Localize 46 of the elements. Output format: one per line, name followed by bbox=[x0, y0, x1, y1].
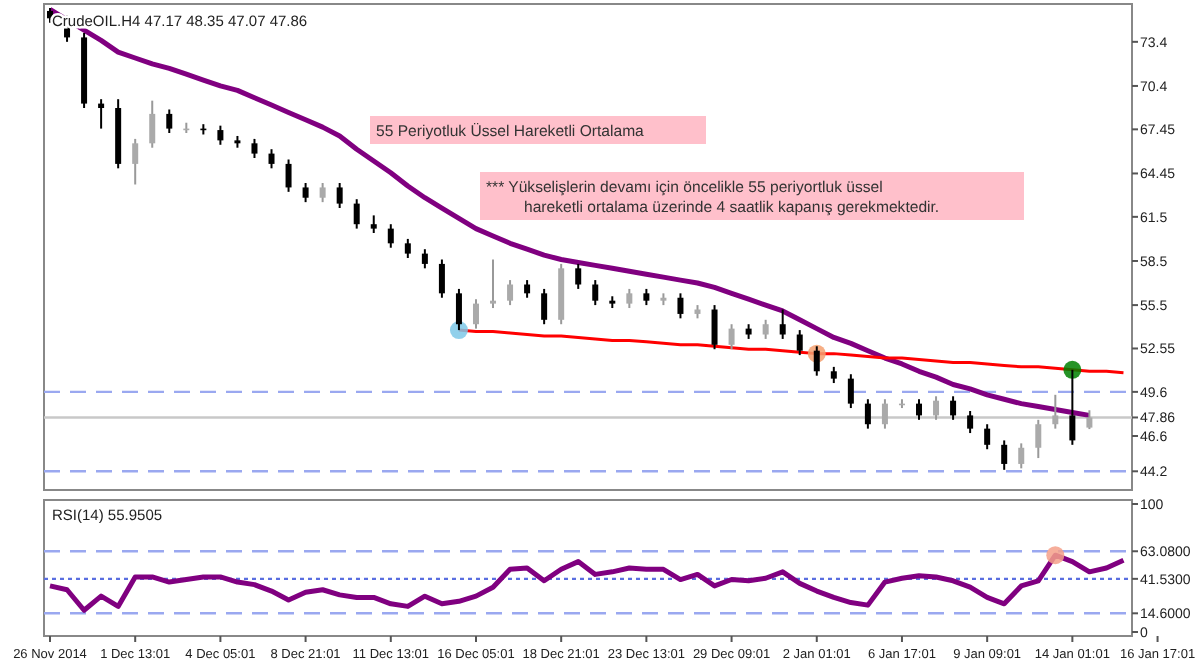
candlestick bbox=[933, 395, 940, 421]
candlestick bbox=[967, 409, 974, 435]
candlestick bbox=[166, 108, 173, 135]
candlestick bbox=[847, 373, 854, 410]
candlestick bbox=[1069, 368, 1076, 446]
candlestick bbox=[796, 329, 803, 357]
candlestick bbox=[626, 287, 633, 310]
candlestick bbox=[149, 99, 156, 149]
candlestick bbox=[421, 248, 428, 270]
candlestick bbox=[353, 198, 360, 230]
candlestick bbox=[387, 223, 394, 249]
candlestick bbox=[677, 292, 684, 320]
candlestick bbox=[1018, 442, 1025, 470]
candlestick bbox=[132, 137, 139, 186]
candlestick bbox=[217, 124, 224, 146]
candlestick bbox=[916, 398, 923, 421]
candlestick bbox=[813, 345, 820, 377]
candlestick bbox=[1035, 418, 1042, 460]
candlestick bbox=[728, 323, 735, 351]
candlestick bbox=[1052, 393, 1059, 430]
candlestick bbox=[541, 287, 548, 326]
candlestick bbox=[438, 258, 445, 299]
candlestick bbox=[302, 182, 309, 204]
candlestick bbox=[98, 98, 105, 130]
candlestick bbox=[592, 279, 599, 307]
candlestick bbox=[1001, 439, 1008, 471]
candlestick bbox=[336, 182, 343, 210]
candlestick bbox=[285, 158, 292, 193]
candlestick bbox=[950, 395, 957, 421]
candlestick bbox=[864, 398, 871, 430]
candlestick bbox=[455, 287, 462, 332]
candlestick bbox=[711, 304, 718, 351]
candlestick bbox=[268, 148, 275, 170]
candlestick bbox=[881, 398, 888, 430]
candlestick bbox=[404, 237, 411, 260]
candlestick bbox=[507, 279, 514, 307]
candlestick bbox=[984, 423, 991, 451]
candlestick bbox=[472, 298, 479, 330]
candlestick bbox=[575, 262, 582, 290]
point bbox=[1063, 360, 1082, 379]
candlestick bbox=[1086, 409, 1093, 431]
candlestick bbox=[762, 318, 769, 340]
candlestick bbox=[251, 137, 258, 160]
candlestick bbox=[319, 182, 326, 204]
candlestick bbox=[490, 258, 497, 310]
candlestick bbox=[779, 308, 786, 340]
